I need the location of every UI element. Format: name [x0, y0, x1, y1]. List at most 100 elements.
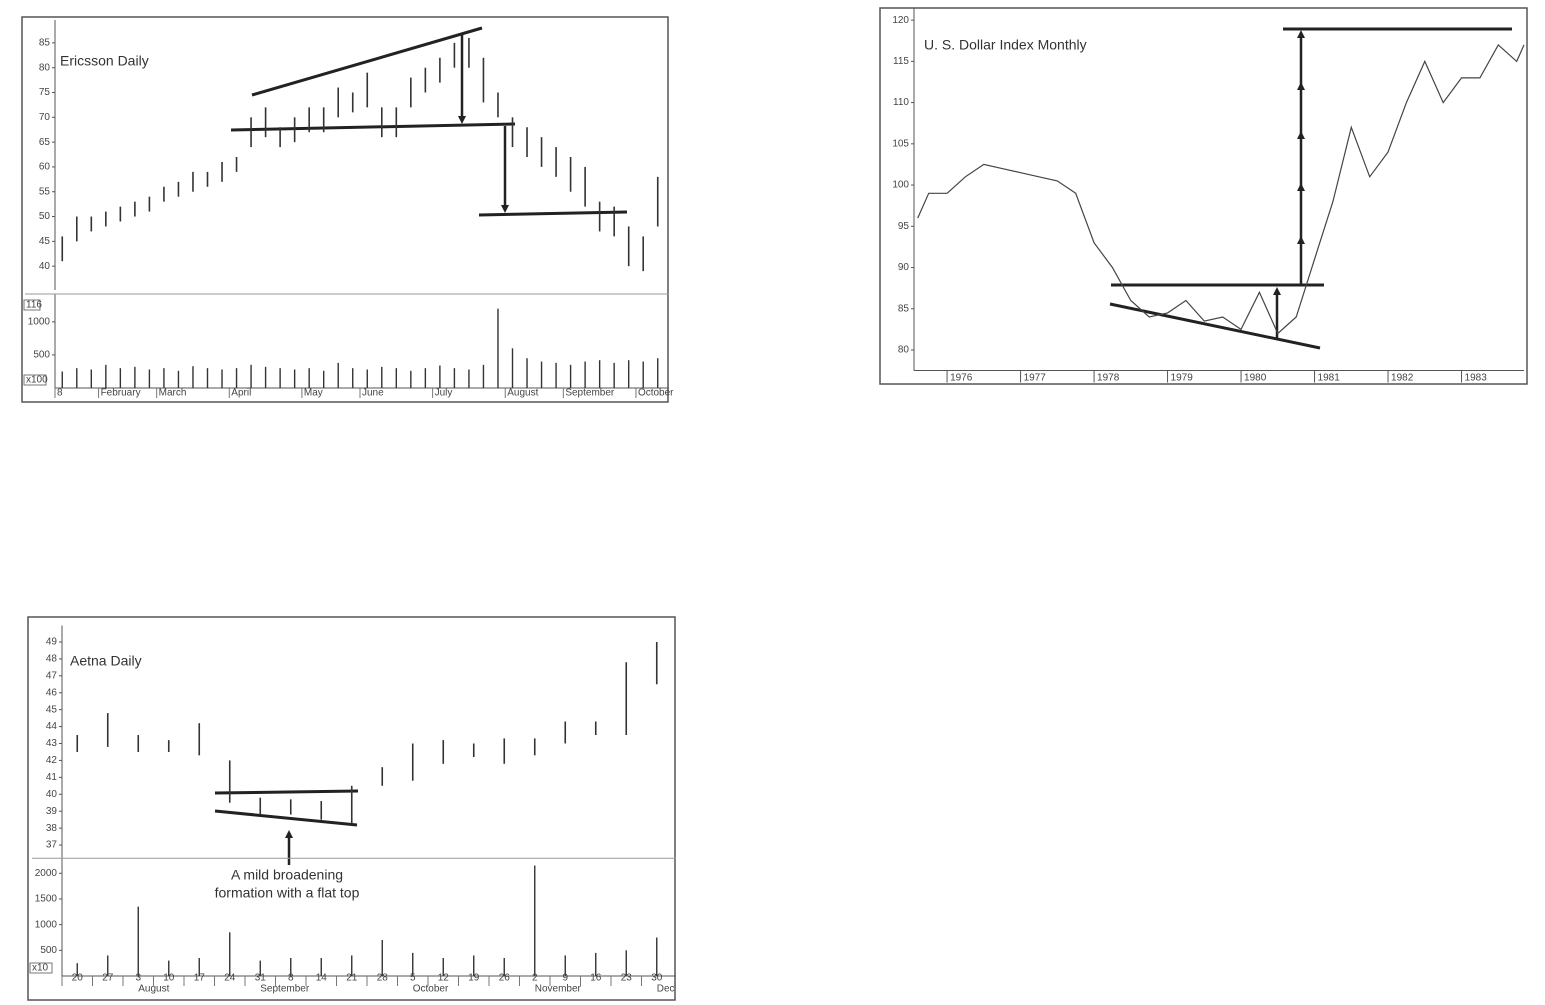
x-tick-label: 1978: [1097, 373, 1120, 384]
y-tick-label: 65: [39, 137, 51, 148]
y-tick-label: 80: [898, 345, 910, 356]
y-tick-label: 1000: [28, 316, 51, 327]
chart-frame: [27, 616, 676, 1001]
trendline: [230, 122, 516, 132]
annotation: formation with a flat top: [215, 885, 360, 901]
x-tick-label: 1977: [1024, 373, 1047, 384]
month-label: September: [260, 984, 310, 995]
y-tick-label: 1000: [35, 919, 58, 930]
x-tick-label: 26: [499, 973, 511, 984]
x-tick-label: 5: [410, 973, 416, 984]
y-tick-label: 1500: [35, 894, 58, 905]
trendline: [214, 789, 359, 795]
y-tick-label: 49: [46, 637, 58, 648]
month-label: August: [138, 984, 169, 995]
y-tick-label: 85: [898, 303, 910, 314]
x-tick-label: 10: [163, 973, 175, 984]
x-tick-label: April: [231, 388, 251, 399]
y-tick-label: 120: [892, 15, 909, 26]
y-tick-label: 40: [39, 261, 51, 272]
y-tick-label: 70: [39, 112, 51, 123]
unit-box: [29, 962, 53, 974]
x-tick-label: 9: [562, 973, 568, 984]
x-tick-label: 24: [224, 973, 236, 984]
y-tick-label: 2000: [35, 868, 58, 879]
y-tick-label: 60: [39, 162, 51, 173]
x-tick-label: 23: [621, 973, 633, 984]
y-tick-label: 46: [46, 687, 58, 698]
y-tick-label: 42: [46, 755, 58, 766]
x-tick-label: August: [507, 388, 538, 399]
x-tick-label: October: [638, 388, 674, 399]
x-tick-label: 21: [346, 973, 358, 984]
x-tick-label: June: [362, 388, 384, 399]
data-line: [917, 43, 1525, 335]
y-tick-label: 45: [39, 236, 51, 247]
y-tick-label: 110: [893, 97, 909, 108]
y-tick-label: 39: [46, 806, 58, 817]
y-tick-label: 500: [33, 350, 50, 361]
month-label: Dec: [657, 984, 675, 995]
x-tick-label: 30: [651, 973, 663, 984]
y-tick-label: 44: [46, 721, 58, 732]
x-tick-label: 1982: [1391, 373, 1414, 384]
y-tick-label: 50: [39, 211, 51, 222]
x-tick-label: May: [304, 388, 323, 399]
x-tick-label: 27: [102, 973, 114, 984]
y-tick-label: 48: [46, 654, 58, 665]
y-tick-label: 40: [46, 789, 58, 800]
x-tick-label: 2: [532, 973, 538, 984]
y-tick-label: 500: [40, 945, 57, 956]
y-tick-label: 100: [892, 180, 909, 191]
y-tick-label: 80: [39, 62, 51, 73]
volume-marker: 116: [26, 300, 42, 311]
annotation: A mild broadening: [231, 867, 343, 883]
x-tick-label: 12: [438, 973, 450, 984]
y-tick-label: 85: [39, 38, 51, 49]
volume-unit: x100: [26, 375, 48, 386]
x-tick-label: September: [565, 388, 615, 399]
x-tick-label: 3: [135, 973, 141, 984]
marker-box: [23, 299, 41, 311]
y-tick-label: 105: [892, 138, 909, 149]
x-tick-label: 1979: [1171, 373, 1194, 384]
month-label: October: [413, 984, 449, 995]
y-tick-label: 95: [898, 221, 910, 232]
x-tick-label: 19: [468, 973, 480, 984]
x-tick-label: 28: [377, 973, 389, 984]
x-tick-label: 14: [316, 973, 328, 984]
x-tick-label: 8: [57, 388, 63, 399]
y-tick-label: 41: [46, 772, 58, 783]
volume-unit: x10: [32, 963, 49, 974]
x-tick-label: 16: [590, 973, 602, 984]
chart-title: U. S. Dollar Index Monthly: [924, 37, 1087, 53]
x-tick-label: 1976: [950, 373, 973, 384]
y-tick-label: 37: [46, 840, 58, 851]
y-tick-label: 115: [893, 56, 909, 67]
x-tick-label: March: [159, 388, 187, 399]
x-tick-label: 17: [194, 973, 206, 984]
trendline: [251, 26, 483, 97]
y-tick-label: 38: [46, 823, 58, 834]
x-tick-label: February: [101, 388, 141, 399]
x-tick-label: July: [435, 388, 453, 399]
x-tick-label: 1983: [1465, 373, 1488, 384]
x-tick-label: 20: [72, 973, 84, 984]
y-tick-label: 45: [46, 704, 58, 715]
trendline: [214, 809, 358, 827]
chart-frame: [879, 7, 1528, 385]
trendline: [478, 210, 628, 217]
y-tick-label: 47: [46, 670, 58, 681]
y-tick-label: 55: [39, 186, 51, 197]
y-tick-label: 75: [39, 87, 51, 98]
unit-box: [23, 374, 47, 386]
y-tick-label: 90: [898, 262, 910, 273]
chart-title: Ericsson Daily: [60, 53, 149, 69]
x-tick-label: 1981: [1318, 373, 1341, 384]
x-tick-label: 8: [288, 973, 294, 984]
trendline: [1109, 302, 1321, 350]
x-tick-label: 31: [255, 973, 267, 984]
y-tick-label: 43: [46, 738, 58, 749]
